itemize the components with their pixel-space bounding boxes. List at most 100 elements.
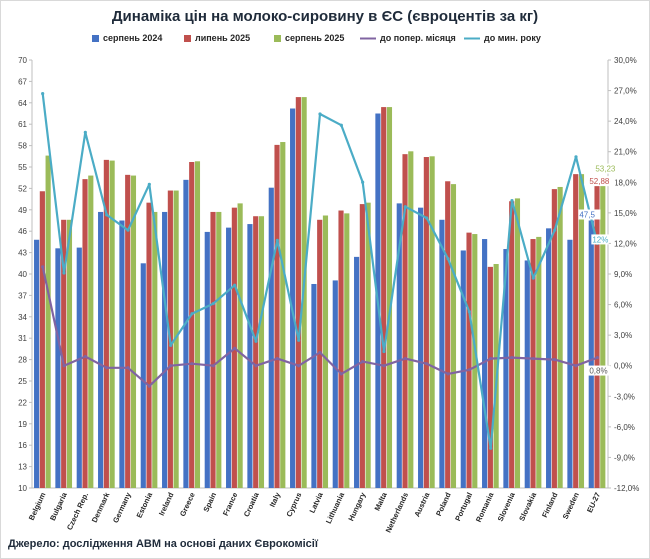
- line-point: [190, 312, 194, 316]
- x-tick-label: France: [221, 491, 240, 517]
- line-point: [62, 364, 66, 368]
- bar: [460, 250, 466, 488]
- y2-tick-label: 27,0%: [614, 87, 637, 96]
- y-tick-label: 22: [18, 398, 27, 407]
- y-tick-label: 46: [18, 227, 27, 236]
- bar: [578, 174, 585, 488]
- bar: [119, 220, 125, 488]
- line-point: [169, 364, 173, 368]
- chart-title: Динаміка цін на молоко-сировину в ЄС (єв…: [111, 8, 539, 25]
- x-tick-label: Ireland: [157, 491, 176, 517]
- bar: [216, 211, 222, 488]
- bar: [573, 174, 579, 488]
- x-tick-label: Estonia: [135, 490, 155, 519]
- data-label: 53,23: [595, 165, 616, 174]
- bar: [146, 202, 152, 488]
- bars: [34, 97, 606, 489]
- bar: [594, 182, 600, 488]
- bar: [162, 211, 168, 488]
- bar: [338, 210, 344, 488]
- line-point: [126, 228, 130, 232]
- y-tick-label: 58: [18, 142, 27, 151]
- line-point: [425, 362, 429, 366]
- x-tick-label: Poland: [434, 491, 453, 518]
- line-point: [83, 130, 87, 134]
- bar: [466, 232, 472, 488]
- x-tick-label: Lithuania: [324, 490, 347, 525]
- bar: [536, 236, 542, 488]
- bar: [386, 107, 393, 488]
- line-point: [446, 257, 450, 261]
- line-point: [510, 199, 514, 203]
- bar: [268, 187, 274, 489]
- line-point: [41, 92, 45, 96]
- bar: [226, 227, 232, 488]
- y-tick-label: 70: [18, 56, 27, 65]
- bar: [189, 162, 195, 489]
- legend-swatch: [184, 35, 191, 42]
- y-tick-label: 19: [18, 420, 27, 429]
- legend-label: до попер. місяця: [380, 33, 456, 43]
- line-point: [254, 339, 258, 343]
- bar: [551, 189, 557, 488]
- line-point: [126, 366, 130, 370]
- line-point: [147, 182, 151, 186]
- x-tick-label: Finland: [540, 491, 560, 519]
- line-point: [105, 213, 109, 217]
- bar: [322, 215, 329, 489]
- data-label-bg: [588, 365, 611, 376]
- line-point: [318, 350, 322, 355]
- line-point: [382, 364, 386, 368]
- bar: [487, 266, 493, 488]
- line-point: [467, 368, 471, 372]
- y-tick-label: 40: [18, 270, 27, 279]
- x-tick-label: Latvia: [307, 490, 325, 514]
- data-label: 47,5: [579, 211, 595, 220]
- y2-tick-label: 15,0%: [614, 209, 637, 218]
- y2-tick-label: 24,0%: [614, 117, 637, 126]
- bar: [445, 181, 451, 488]
- y2-tick-label: 9,0%: [614, 270, 632, 279]
- bar: [98, 211, 104, 488]
- y2-tick-label: 18,0%: [614, 178, 637, 187]
- data-label: 12%: [592, 235, 608, 244]
- legend: серпень 2024 липень 2025 серпень 2025 до по…: [92, 33, 541, 43]
- line-point: [254, 364, 258, 368]
- bar: [482, 239, 488, 488]
- bar: [546, 228, 552, 488]
- bar: [76, 247, 82, 488]
- bar: [61, 219, 67, 488]
- y-tick-label: 43: [18, 249, 27, 258]
- x-tick-label: EU-27: [585, 491, 602, 514]
- x-tick-label: Italy: [268, 490, 283, 508]
- bar: [45, 155, 51, 488]
- bar: [130, 175, 137, 488]
- bar: [204, 231, 210, 488]
- bar: [274, 144, 280, 489]
- y-tick-label: 25: [18, 377, 27, 386]
- line-point: [318, 112, 322, 116]
- line-point: [531, 356, 535, 361]
- bar: [173, 190, 179, 489]
- line-point: [105, 366, 109, 370]
- x-tick-label: Romania: [474, 490, 496, 523]
- line-point: [211, 364, 215, 368]
- bar: [354, 256, 360, 488]
- bar: [34, 239, 40, 488]
- x-tick-label: Czech Rep.: [65, 491, 90, 531]
- y2-tick-label: -12,0%: [614, 484, 639, 493]
- bar: [402, 154, 408, 488]
- x-tick-label: Slovenia: [496, 490, 518, 523]
- line-point: [169, 343, 173, 347]
- y-tick-label: 37: [18, 291, 27, 300]
- line-point: [403, 356, 407, 361]
- line-point: [41, 265, 45, 269]
- data-label-bg: [588, 176, 616, 187]
- y-tick-label: 34: [18, 313, 27, 322]
- y2-tick-label: 3,0%: [614, 331, 632, 340]
- legend-label: серпень 2024: [103, 33, 162, 43]
- data-label: 0,8%: [589, 367, 607, 376]
- x-tick-label: Slovakia: [517, 490, 538, 522]
- y-tick-label: 55: [18, 163, 27, 172]
- bar: [140, 263, 146, 488]
